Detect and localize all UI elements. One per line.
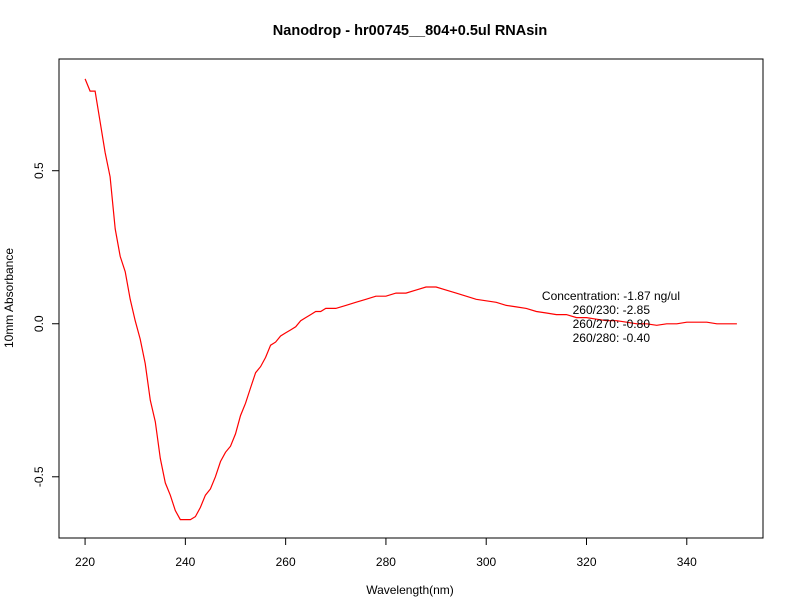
ratio-260-270-annotation: 260/270: -0.80 bbox=[573, 317, 651, 331]
concentration-annotation: Concentration: -1.87 ng/ul bbox=[542, 289, 680, 303]
stats-annotation: Concentration: -1.87 ng/ul 260/230: -2.8… bbox=[542, 289, 680, 345]
x-tick-label: 340 bbox=[677, 555, 697, 569]
y-tick-label: 0.5 bbox=[32, 162, 46, 179]
y-axis-label: 10mm Absorbance bbox=[2, 248, 16, 348]
ratio-260-280-annotation: 260/280: -0.40 bbox=[573, 331, 651, 345]
absorbance-series-line bbox=[84, 78, 737, 521]
x-axis: 220 240 260 280 300 320 340 bbox=[75, 537, 697, 569]
y-tick-label: 0.0 bbox=[32, 315, 46, 332]
x-tick-label: 260 bbox=[276, 555, 296, 569]
ratio-260-230-annotation: 260/230: -2.85 bbox=[573, 303, 651, 317]
chart-title: Nanodrop - hr00745__804+0.5ul RNAsin bbox=[273, 23, 547, 39]
x-tick-label: 280 bbox=[376, 555, 396, 569]
x-tick-label: 300 bbox=[476, 555, 496, 569]
x-axis-label: Wavelength(nm) bbox=[366, 583, 454, 597]
y-axis: -0.5 0.0 0.5 bbox=[32, 162, 60, 487]
x-tick-label: 320 bbox=[576, 555, 596, 569]
y-tick-label: -0.5 bbox=[32, 466, 46, 487]
x-tick-label: 240 bbox=[175, 555, 195, 569]
x-tick-label: 220 bbox=[75, 555, 95, 569]
